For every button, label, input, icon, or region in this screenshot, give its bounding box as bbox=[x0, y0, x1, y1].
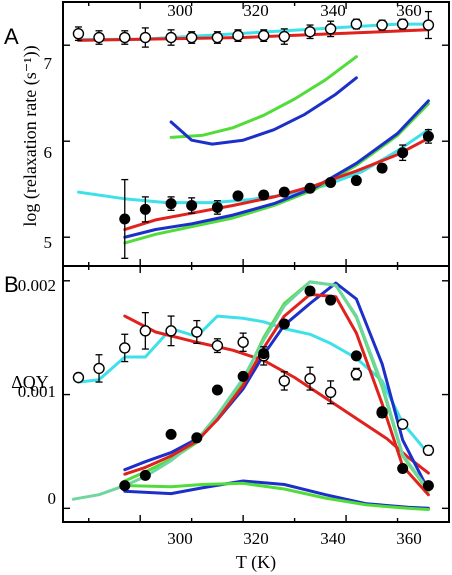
panel-a-series-line-7 bbox=[123, 136, 430, 231]
panel-a-open-data-point bbox=[139, 31, 152, 44]
panel-a-open-data-point bbox=[185, 31, 198, 44]
panel-b-open-data-point bbox=[165, 325, 177, 337]
panel-b-filled-data-point bbox=[139, 469, 151, 481]
top-x-tick-label: 320 bbox=[243, 1, 269, 20]
panel-a-filled-data-point bbox=[422, 130, 434, 142]
panel-a-filled-data-point bbox=[350, 175, 362, 187]
top-x-tick-label: 340 bbox=[320, 1, 346, 20]
x-axis-label: T (K) bbox=[236, 552, 276, 573]
panel-b-plot bbox=[71, 280, 435, 511]
panel-a-y-tick-label: 7 bbox=[44, 54, 53, 73]
panel-b-filled-data-point bbox=[422, 480, 434, 492]
panel-b-open-data-point bbox=[119, 342, 131, 354]
panel-b-series-line-1 bbox=[123, 314, 430, 475]
panel-a-series-line-5 bbox=[123, 102, 430, 245]
panel-b-open-data-point bbox=[93, 362, 105, 375]
panel-a-y-tick-label: 5 bbox=[44, 233, 53, 252]
panel-b-open-data-point bbox=[422, 444, 435, 457]
panel-b-y-axis-label: ΔQY bbox=[11, 372, 49, 392]
x-tick-label: 320 bbox=[243, 529, 269, 548]
panel-b-filled-data-point bbox=[191, 432, 203, 444]
panel-b-open-data-point bbox=[211, 339, 224, 352]
panel-a-y-tick-label: 6 bbox=[44, 143, 53, 162]
panel-b-filled-data-point bbox=[258, 348, 270, 360]
panel-a-open-data-point bbox=[422, 19, 435, 31]
panel-a-open-data-point bbox=[350, 18, 363, 30]
panel-a-series-line-6 bbox=[123, 99, 430, 239]
panel-b-open-data-point bbox=[237, 336, 249, 348]
panel-a-filled-data-point bbox=[119, 213, 131, 225]
panel-a-y-axis-label: log (relaxation rate (s⁻¹)) bbox=[20, 45, 41, 226]
panel-a-open-data-point bbox=[324, 23, 337, 35]
panel-b-open-data-point bbox=[304, 372, 316, 385]
panel-a-open-data-point bbox=[119, 31, 131, 44]
panel-a-open-data-point bbox=[232, 29, 244, 42]
panel-b-series-line-6 bbox=[123, 479, 430, 510]
panel-a-open-data-point bbox=[165, 31, 177, 44]
panel-b-open-data-point bbox=[396, 418, 409, 430]
panel-a-plot bbox=[72, 10, 435, 259]
x-tick-label: 300 bbox=[167, 529, 193, 548]
panel-b-series-line-4 bbox=[71, 280, 430, 501]
panel-b-open-data-point bbox=[324, 386, 337, 398]
panel-a-open-data-point bbox=[278, 30, 291, 43]
panel-a-series-line-2 bbox=[169, 55, 358, 139]
panel-a-filled-data-point bbox=[211, 201, 223, 213]
panel-a-open-data-point bbox=[258, 29, 270, 42]
panel-b-filled-data-point bbox=[350, 350, 362, 362]
panel-a-filled-data-point bbox=[278, 186, 290, 198]
panel-b-open-data-point bbox=[72, 371, 85, 384]
panel-b-series-line-5 bbox=[123, 292, 430, 497]
panel-a-open-data-point bbox=[304, 26, 316, 38]
panel-a-series-line-3 bbox=[169, 76, 358, 146]
panel-b-series-line-7 bbox=[123, 481, 430, 511]
panel-b-y-tick-label: 0.002 bbox=[18, 276, 56, 295]
panel-b-open-data-point bbox=[278, 375, 291, 387]
panel-b-filled-data-point bbox=[304, 285, 316, 297]
panel-a-filled-data-point bbox=[165, 198, 177, 210]
panel-a-filled-data-point bbox=[397, 147, 409, 159]
panel-a-open-data-point bbox=[72, 27, 85, 40]
panel-a-filled-data-point bbox=[376, 162, 388, 174]
panel-a-series-line-4 bbox=[76, 128, 430, 205]
panel-b-open-data-point bbox=[350, 368, 363, 380]
panel-a-filled-data-point bbox=[232, 190, 244, 202]
panel-a-filled-data-point bbox=[186, 200, 198, 212]
panel-b-filled-data-point bbox=[325, 294, 337, 306]
top-x-tick-label: 300 bbox=[167, 1, 193, 20]
panel-b-filled-data-point bbox=[119, 480, 131, 492]
panel-b-filled-data-point bbox=[278, 318, 290, 330]
x-tick-label: 360 bbox=[396, 529, 422, 548]
x-tick-label: 340 bbox=[320, 529, 346, 548]
panel-b-filled-data-point bbox=[165, 428, 177, 440]
panel-a-open-data-point bbox=[396, 18, 409, 30]
tick-marks bbox=[63, 2, 450, 522]
panel-a-filled-data-point bbox=[139, 203, 151, 215]
panel-a-label: A bbox=[4, 24, 19, 49]
panel-b-y-tick-label: 0.001 bbox=[18, 382, 56, 401]
top-x-tick-label: 360 bbox=[396, 1, 422, 20]
panel-b-open-data-point bbox=[191, 326, 203, 338]
panel-b-filled-data-point bbox=[376, 406, 388, 418]
panel-a-filled-data-point bbox=[325, 176, 337, 188]
panel-a-filled-data-point bbox=[258, 189, 270, 201]
panel-b-open-data-point bbox=[139, 325, 152, 337]
panel-a-open-data-point bbox=[211, 31, 224, 44]
panel-b-y-tick-label: 0 bbox=[48, 489, 57, 508]
panel-a-open-data-point bbox=[376, 19, 388, 31]
panel-a-filled-data-point bbox=[304, 182, 316, 194]
panel-b-label: B bbox=[4, 272, 19, 297]
panel-b-series-line-2 bbox=[123, 281, 430, 492]
panel-b-filled-data-point bbox=[397, 463, 409, 475]
panel-a-open-data-point bbox=[93, 31, 105, 44]
panel-b-filled-data-point bbox=[211, 384, 223, 396]
panel-b-filled-data-point bbox=[237, 370, 249, 382]
